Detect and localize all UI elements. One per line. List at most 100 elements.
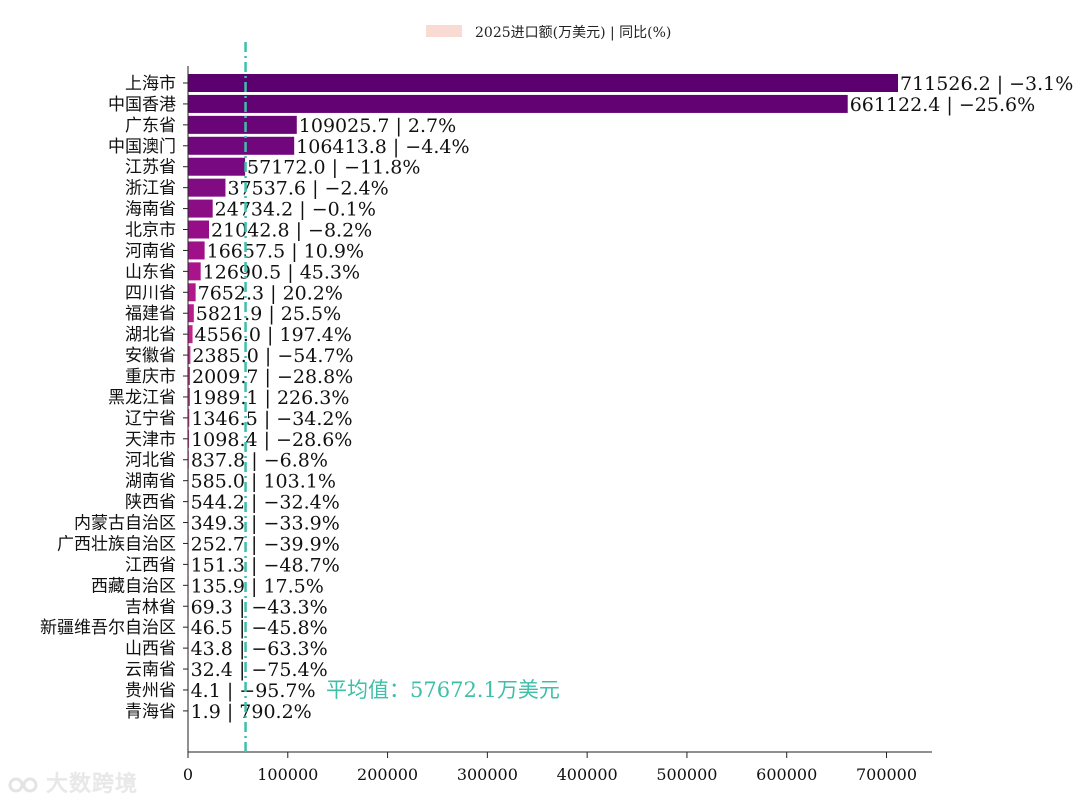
bar-value-label: 151.3 | −48.7%	[191, 554, 340, 576]
bar	[188, 429, 190, 448]
bar	[188, 325, 193, 344]
y-tick-label: 西藏自治区	[91, 576, 176, 596]
bar-value-label: 1346.5 | −34.2%	[191, 408, 352, 430]
bar-value-label: 1.9 | 790.2%	[191, 701, 312, 723]
y-tick-label: 福建省	[125, 304, 176, 324]
bar-value-label: 46.5 | −45.8%	[191, 617, 328, 639]
y-tick-label: 江西省	[125, 555, 176, 575]
average-label: 平均值：57672.1万美元	[326, 678, 560, 702]
y-tick-label: 河南省	[125, 241, 176, 261]
y-tick-label: 贵州省	[125, 681, 176, 701]
y-tick-label: 辽宁省	[125, 409, 176, 429]
bar-value-label: 4.1 | −95.7%	[191, 680, 316, 702]
bar	[188, 367, 191, 386]
bar-value-label: 4556.0 | 197.4%	[195, 324, 352, 346]
bar-value-label: 16657.5 | 10.9%	[207, 240, 364, 262]
watermark: 大数跨境	[8, 766, 138, 798]
y-tick-label: 广西壮族自治区	[57, 534, 176, 554]
bar-value-label: 1098.4 | −28.6%	[191, 429, 352, 451]
bar	[188, 408, 190, 427]
y-tick-label: 上海市	[125, 74, 176, 94]
y-tick-label: 内蒙古自治区	[74, 514, 176, 534]
y-tick-label: 重庆市	[125, 367, 176, 387]
x-axis: 0 100000 200000 300000 400000 500000 600000 700…	[183, 751, 932, 784]
y-tick-label: 北京市	[125, 221, 176, 241]
bar	[188, 387, 190, 406]
y-tick-label: 浙江省	[125, 179, 176, 199]
y-tick-label: 陕西省	[125, 493, 176, 513]
bar	[188, 304, 194, 323]
y-tick-label: 黑龙江省	[108, 388, 176, 408]
legend-label: 2025进口额(万美元) | 同比(%)	[475, 25, 671, 41]
bar-value-label: 1989.1 | 226.3%	[192, 387, 349, 409]
y-tick-label: 安徽省	[125, 346, 176, 366]
average-line-group: 平均值：57672.1万美元	[244, 42, 560, 752]
bar-value-label: 21042.8 | −8.2%	[211, 220, 372, 242]
x-tick-label: 600000	[756, 765, 817, 784]
y-tick-label: 中国香港	[108, 95, 176, 115]
watermark-logo-icon	[8, 777, 38, 793]
bar	[188, 262, 201, 281]
bar-value-label: 24734.2 | −0.1%	[215, 199, 376, 221]
bar-value-label: 252.7 | −39.9%	[191, 533, 340, 555]
watermark-text: 大数跨境	[46, 772, 139, 797]
y-tick-label: 青海省	[125, 702, 176, 722]
bar-value-label: 544.2 | −32.4%	[191, 492, 340, 514]
y-tick-label: 中国澳门	[108, 137, 176, 157]
bar-value-label: 57172.0 | −11.8%	[247, 157, 420, 179]
bar-value-label: 106413.8 | −4.4%	[296, 136, 469, 158]
y-tick-label: 四川省	[125, 283, 176, 303]
bar-value-label: 69.3 | −43.3%	[191, 596, 328, 618]
y-tick-label: 海南省	[125, 200, 176, 220]
bar-value-label: 2385.0 | −54.7%	[192, 345, 353, 367]
bar-value-label: 109025.7 | 2.7%	[299, 115, 456, 137]
bar	[188, 157, 246, 176]
bar	[188, 94, 848, 113]
bar-value-label: 135.9 | 17.5%	[191, 575, 324, 597]
bar-value-label: 711526.2 | −3.1%	[900, 73, 1073, 95]
bar-value-label: 12690.5 | 45.3%	[203, 261, 360, 283]
bar	[188, 178, 226, 197]
y-tick-label: 天津市	[125, 430, 176, 450]
bar-value-label: 837.8 | −6.8%	[191, 450, 328, 472]
y-tick-label: 湖南省	[125, 472, 176, 492]
y-tick-label: 新疆维吾尔自治区	[40, 618, 176, 638]
x-tick-label: 700000	[856, 765, 917, 784]
bar-value-label: 7652.3 | 20.2%	[198, 282, 343, 304]
x-tick-label: 400000	[557, 765, 618, 784]
y-tick-label: 湖北省	[125, 325, 176, 345]
y-axis: 上海市中国香港广东省中国澳门江苏省浙江省海南省北京市河南省山东省四川省福建省湖北…	[40, 66, 189, 752]
bar-value-label: 661122.4 | −25.6%	[850, 94, 1035, 116]
bar	[188, 74, 898, 92]
y-tick-label: 山东省	[125, 262, 176, 282]
y-tick-label: 河北省	[125, 451, 176, 471]
bar-value-label: 5821.9 | 25.5%	[196, 303, 341, 325]
x-tick-label: 300000	[457, 765, 518, 784]
bar	[188, 115, 297, 134]
y-tick-label: 吉林省	[125, 597, 176, 617]
y-tick-label: 广东省	[125, 116, 176, 136]
bar-value-label: 37537.6 | −2.4%	[227, 178, 388, 200]
bar	[188, 220, 209, 239]
bar-value-label: 585.0 | 103.1%	[191, 471, 336, 493]
x-tick-label: 500000	[656, 765, 717, 784]
bar	[188, 199, 213, 218]
bar	[188, 136, 295, 155]
bar-value-label: 349.3 | −33.9%	[191, 513, 340, 535]
x-tick-label: 200000	[357, 765, 418, 784]
x-tick-label: 100000	[257, 765, 318, 784]
legend-swatch	[426, 25, 462, 37]
y-tick-label: 云南省	[125, 660, 176, 680]
bar-value-label: 2009.7 | −28.8%	[192, 366, 353, 388]
bar	[188, 241, 205, 260]
bars-group: 711526.2 | −3.1%661122.4 | −25.6% 109025.…	[188, 73, 1073, 723]
bar	[188, 346, 191, 365]
bar-value-label: 32.4 | −75.4%	[191, 659, 328, 681]
legend: 2025进口额(万美元) | 同比(%)	[426, 25, 671, 41]
bar	[188, 283, 196, 302]
y-tick-label: 山西省	[125, 639, 176, 659]
bar-value-label: 43.8 | −63.3%	[191, 638, 328, 660]
y-tick-label: 江苏省	[125, 158, 176, 178]
x-tick-label: 0	[183, 765, 193, 784]
